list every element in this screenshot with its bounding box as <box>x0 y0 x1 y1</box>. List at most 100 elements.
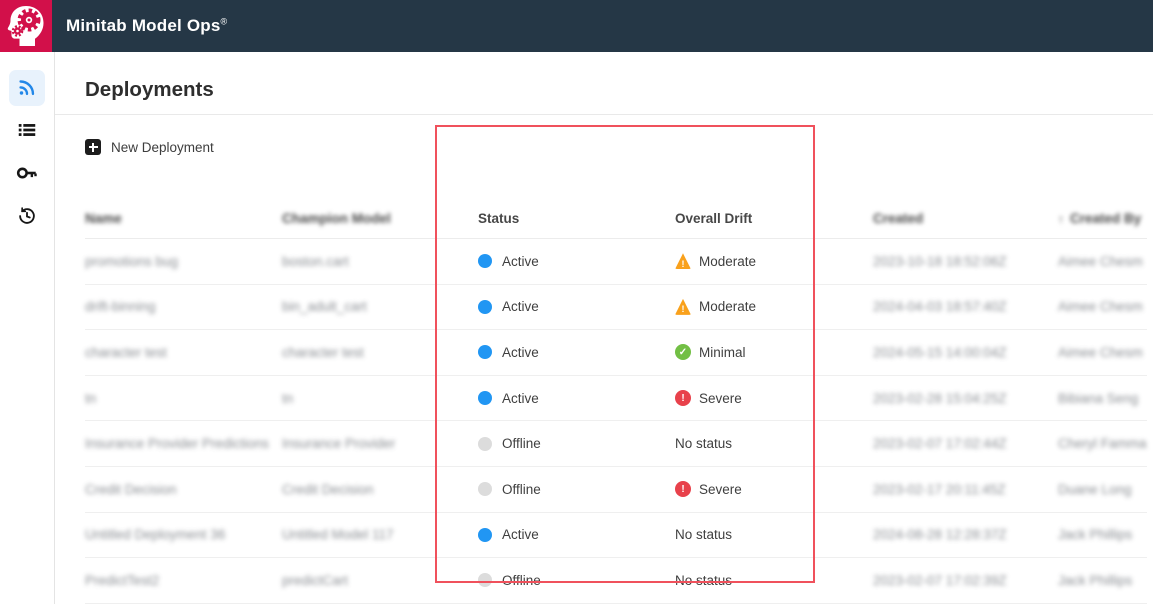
drift-cell: Minimal <box>675 344 873 361</box>
new-deployment-label: New Deployment <box>111 139 214 155</box>
drift-label: Severe <box>699 481 742 497</box>
drift-cell: No status <box>675 527 873 542</box>
status-dot-icon <box>478 573 492 588</box>
created-by: Aimee Chesm <box>1058 299 1143 315</box>
column-header-created[interactable]: Created <box>873 210 924 226</box>
main-content: Deployments New Deployment Name Champion… <box>55 52 1153 604</box>
deployment-name[interactable]: Credit Decision <box>85 481 177 497</box>
deployment-name[interactable]: Insurance Provider Predictions <box>85 436 269 452</box>
status-cell: Active <box>478 391 675 406</box>
table-row[interactable]: Insurance Provider Predictions Insurance… <box>85 421 1147 467</box>
status-cell: Active <box>478 299 675 314</box>
deployment-name[interactable]: drift-binning <box>85 299 156 315</box>
status-cell: Offline <box>478 482 675 497</box>
sidebar-item-models-list[interactable] <box>9 113 45 149</box>
drift-alert-icon <box>675 481 691 498</box>
status-dot-icon <box>478 436 492 451</box>
new-deployment-button[interactable]: New Deployment <box>85 139 214 155</box>
deployment-name[interactable]: PredictTest2 <box>85 572 160 588</box>
champion-model: predictCart <box>282 572 349 588</box>
deployment-name[interactable]: Untitled Deployment 36 <box>85 527 226 543</box>
created-by: Aimee Chesm <box>1058 344 1143 360</box>
created-date: 2023-02-17 20:11:45Z <box>873 481 1006 497</box>
table-row[interactable]: drift-binning bin_adult_cart Active Mode… <box>85 285 1147 331</box>
column-header-champion-model[interactable]: Champion Model <box>282 210 391 226</box>
status-cell: Offline <box>478 436 675 451</box>
created-date: 2023-10-18 18:52:06Z <box>873 253 1007 269</box>
created-by-label: Created By <box>1070 210 1142 226</box>
status-dot-icon <box>478 299 492 314</box>
deployment-name[interactable]: tn <box>85 390 97 406</box>
champion-model: boston.cart <box>282 253 349 269</box>
champion-model: tn <box>282 390 294 406</box>
sidebar-item-history[interactable] <box>9 199 45 235</box>
drift-label: Minimal <box>699 344 746 360</box>
table-row[interactable]: PredictTest2 predictCart Offline No stat… <box>85 558 1147 604</box>
created-date: 2024-04-03 18:57:40Z <box>873 299 1007 315</box>
created-date: 2023-02-28 15:04:25Z <box>873 390 1007 406</box>
table-header-row: Name Champion Model Status Overall Drift… <box>85 198 1147 239</box>
table-row[interactable]: Credit Decision Credit Decision Offline … <box>85 467 1147 513</box>
table-row[interactable]: Untitled Deployment 36 Untitled Model 11… <box>85 513 1147 559</box>
key-icon <box>16 162 38 187</box>
status-label: Active <box>502 344 539 360</box>
column-header-status[interactable]: Status <box>478 210 520 226</box>
status-label: Offline <box>502 481 541 497</box>
status-cell: Active <box>478 345 675 360</box>
status-cell: Active <box>478 254 675 269</box>
table-row[interactable]: tn tn Active Severe 2023-02-28 15:04:25Z… <box>85 376 1147 422</box>
champion-model: Insurance Provider <box>282 436 396 452</box>
created-date: 2023-02-07 17:02:39Z <box>873 572 1007 588</box>
drift-cell: No status <box>675 573 873 588</box>
drift-alert-icon <box>675 390 691 407</box>
top-bar: Minitab Model Ops® <box>0 0 1153 52</box>
created-by: Jack Phillips <box>1058 527 1133 543</box>
created-date: 2024-05-15 14:00:04Z <box>873 344 1007 360</box>
drift-warning-icon <box>675 253 691 270</box>
sidebar-item-deployments[interactable] <box>9 70 45 106</box>
app-title-text: Minitab Model Ops <box>66 16 221 35</box>
status-dot-icon <box>478 254 492 269</box>
status-cell: Active <box>478 527 675 542</box>
deployment-name[interactable]: promotions bug <box>85 253 179 269</box>
created-date: 2023-02-07 17:02:44Z <box>873 436 1007 452</box>
app-title: Minitab Model Ops® <box>66 16 227 36</box>
created-by: Aimee Chesm <box>1058 253 1143 269</box>
column-header-name[interactable]: Name <box>85 210 122 226</box>
champion-model: Credit Decision <box>282 481 374 497</box>
drift-label: No status <box>675 436 733 452</box>
sidebar-item-api-keys[interactable] <box>9 156 45 192</box>
created-by: Bibiana Seng <box>1058 390 1139 406</box>
column-header-created-by[interactable]: ↑ Created By <box>1058 211 1147 226</box>
status-label: Active <box>502 253 539 269</box>
status-dot-icon <box>478 527 492 542</box>
drift-label: No status <box>675 572 733 588</box>
status-dot-icon <box>478 391 492 406</box>
created-date: 2024-08-28 12:28:37Z <box>873 527 1007 543</box>
table-row[interactable]: character test character test Active Min… <box>85 330 1147 376</box>
status-label: Active <box>502 390 539 406</box>
status-label: Offline <box>502 436 541 452</box>
column-header-overall-drift[interactable]: Overall Drift <box>675 210 753 226</box>
minitab-logo <box>0 0 52 52</box>
page-title: Deployments <box>85 78 214 101</box>
champion-model: character test <box>282 344 364 360</box>
status-dot-icon <box>478 345 492 360</box>
drift-cell: Severe <box>675 390 873 407</box>
table-row[interactable]: promotions bug boston.cart Active Modera… <box>85 239 1147 285</box>
plus-icon <box>85 139 101 155</box>
drift-warning-icon <box>675 298 691 315</box>
created-by: Duane Long <box>1058 481 1132 497</box>
deployment-name[interactable]: character test <box>85 344 167 360</box>
status-label: Active <box>502 527 539 543</box>
created-by: Cheryl Famma <box>1058 436 1147 452</box>
brain-gear-logo-icon <box>7 6 44 46</box>
list-icon <box>16 119 38 144</box>
champion-model: bin_adult_cart <box>282 299 367 315</box>
drift-label: Severe <box>699 390 742 406</box>
deployments-table: Name Champion Model Status Overall Drift… <box>85 198 1153 604</box>
sort-ascending-icon: ↑ <box>1058 211 1064 226</box>
status-label: Offline <box>502 572 541 588</box>
drift-cell: Moderate <box>675 298 873 315</box>
